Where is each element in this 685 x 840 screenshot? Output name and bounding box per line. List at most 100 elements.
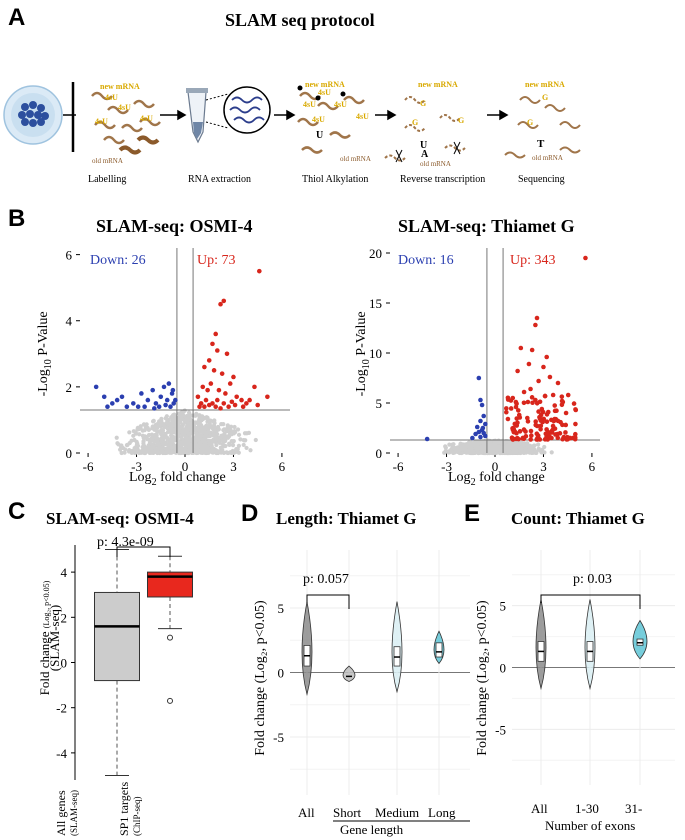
osmi-up-point xyxy=(221,401,227,406)
osmi-ns-point xyxy=(203,448,208,453)
osmi-up-point xyxy=(197,404,202,410)
thiamet-up-point xyxy=(549,435,554,441)
osmi-ns-point xyxy=(194,443,199,448)
thiamet-up-point xyxy=(563,410,569,416)
osmi-ns-point xyxy=(157,443,162,449)
osmi-ns-point xyxy=(154,433,159,438)
step-thiol-alkylation: Thiol Alkylation xyxy=(302,174,369,185)
osmi-up-point xyxy=(255,402,260,408)
violin-d-ylabel: Fold change (Log₂, p<0.05) xyxy=(253,600,268,756)
thiamet-ns-point xyxy=(549,450,554,455)
osmi-up-point xyxy=(226,404,231,410)
osmi-ns-point xyxy=(176,442,181,447)
thiamet-up-point xyxy=(544,412,550,417)
thiamet-up-point xyxy=(518,345,524,351)
label-4su-1: 4sU xyxy=(105,93,118,102)
box-c-title: SLAM-seq: OSMI-4 xyxy=(46,509,194,528)
thiamet-up-point xyxy=(560,436,565,442)
thiamet-ns-point xyxy=(469,440,474,446)
osmi-ns-point xyxy=(151,449,156,455)
label-4su-3: 4sU xyxy=(95,117,108,126)
osmi-ns-point xyxy=(164,417,170,422)
base-a: A xyxy=(421,149,429,160)
panel-label-c: C xyxy=(8,498,26,525)
osmi-ytick-label-1: 2 xyxy=(66,380,73,395)
osmi-ns-point xyxy=(122,450,127,455)
thiamet-up-point xyxy=(552,408,558,414)
thiamet-up-point xyxy=(538,423,544,429)
osmi-ns-point xyxy=(244,431,249,436)
label-4su-9: 4sU xyxy=(312,115,325,124)
osmi-ns-point xyxy=(153,422,158,427)
box-c-ytick-label-0: -4 xyxy=(56,746,67,761)
osmi-up-point xyxy=(202,404,207,410)
thiamet-up-point xyxy=(528,428,534,434)
thiamet-ns-point xyxy=(450,443,455,448)
osmi-ns-point xyxy=(164,449,169,454)
osmi-ns-point xyxy=(220,442,225,447)
osmi-ns-point xyxy=(172,423,177,428)
osmi-ns-point xyxy=(199,449,204,454)
osmi-ns-point xyxy=(200,429,205,434)
osmi-ns-point xyxy=(180,431,185,436)
violin-d-bracket xyxy=(306,594,350,609)
thiamet-up-point xyxy=(573,431,578,437)
osmi-down-point xyxy=(110,401,115,406)
thiamet-ytick-label-0: 0 xyxy=(376,446,383,461)
osmi-ns-point xyxy=(204,423,209,428)
osmi-ytick-label-3: 6 xyxy=(66,248,73,263)
thiamet-up-point xyxy=(534,315,540,321)
osmi-up-point xyxy=(211,368,217,373)
thiamet-up-point xyxy=(544,427,549,432)
osmi-ns-point xyxy=(253,437,258,443)
step-sequencing: Sequencing xyxy=(518,174,565,185)
base-u-2: U xyxy=(420,140,428,151)
thiamet-ns-point xyxy=(492,441,497,446)
osmi-ns-point xyxy=(202,439,207,444)
osmi-up-point xyxy=(205,387,210,393)
violin-d-pvalue: p: 0.057 xyxy=(303,572,349,587)
thiamet-up-point xyxy=(538,426,543,432)
osmi-up-point xyxy=(247,397,252,403)
thiamet-up-point xyxy=(529,433,534,438)
osmi-ns-point xyxy=(207,420,212,426)
thiamet-up-point xyxy=(505,397,511,402)
osmi-up-point xyxy=(227,381,233,386)
thiamet-ns-point xyxy=(443,444,448,449)
thiamet-ns-point xyxy=(526,448,531,453)
osmi-down-point xyxy=(173,397,178,403)
osmi-up-point xyxy=(224,351,230,357)
box-c-pvalue: p: 4.3e-09 xyxy=(97,535,154,550)
violin-d-cat-long: Long xyxy=(428,805,456,820)
thiamet-down-point xyxy=(474,424,480,430)
osmi-up-point xyxy=(195,394,201,400)
osmi-up-point xyxy=(213,331,218,337)
osmi-ns-point xyxy=(181,441,186,446)
thiamet-down-point xyxy=(478,418,483,424)
box-c-bracket xyxy=(116,546,171,557)
thiamet-up-point xyxy=(533,422,539,428)
thiamet-ns-point xyxy=(542,450,547,455)
thiamet-up-point xyxy=(526,361,532,367)
label-old-mrna-4: old mRNA xyxy=(532,154,563,162)
thiamet-ns-point xyxy=(542,444,547,450)
thiamet-down-point xyxy=(483,433,488,439)
thiamet-up-point xyxy=(523,429,528,434)
thiamet-ns-point xyxy=(473,444,478,450)
violin-d-cat-short: Short xyxy=(333,805,362,820)
osmi-up-point xyxy=(206,358,212,363)
osmi-ns-point xyxy=(146,427,151,433)
osmi-ns-point xyxy=(221,422,226,427)
cells-cluster-icon xyxy=(18,101,49,127)
thiamet-ytick-label-1: 5 xyxy=(376,396,383,411)
osmi-ns-point xyxy=(159,438,164,443)
osmi-ns-point xyxy=(217,435,222,440)
label-4su-7: 4sU xyxy=(334,100,347,109)
thiamet-ns-point xyxy=(496,444,501,449)
osmi-ns-point xyxy=(216,427,221,432)
thiamet-xlabel: Log2 fold change xyxy=(448,470,545,488)
violin-e-ytick-label-0: 5 xyxy=(500,599,507,614)
thiamet-up-point xyxy=(504,409,509,415)
thiamet-down-point xyxy=(483,421,488,427)
